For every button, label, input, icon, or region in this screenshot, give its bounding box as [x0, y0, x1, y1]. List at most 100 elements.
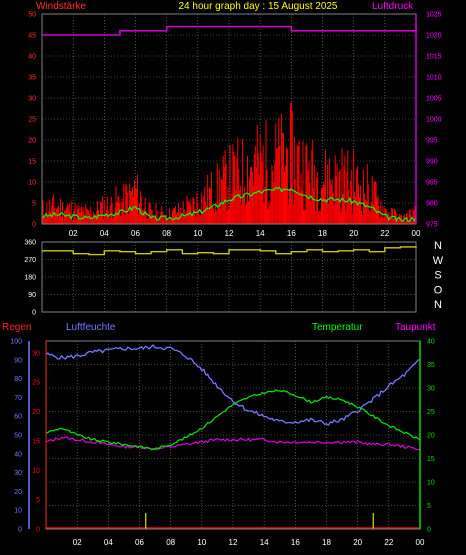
- humidity-tick-label: 50: [14, 433, 22, 440]
- x-tick-label: 06: [135, 538, 144, 547]
- x-tick-label: 12: [225, 229, 234, 238]
- rain-tick-label: 20: [32, 409, 40, 416]
- x-tick-label: 18: [322, 538, 331, 547]
- pressure-axis-title: Luftdruck: [372, 1, 414, 12]
- wind-tick-label: 5: [32, 201, 36, 208]
- rain-tick-label: 15: [32, 438, 40, 445]
- x-tick-label: 22: [380, 229, 389, 238]
- humidity-tick-label: 70: [14, 395, 22, 402]
- pressure-axis-ticks: 975 980 985 990 995 1000 1005 1010 1015 1020 1025: [426, 12, 442, 229]
- direction-tick-label: 90: [28, 292, 36, 299]
- humidity-axis-title: Luftfeuchte: [66, 322, 116, 333]
- pressure-tick-label: 1020: [426, 33, 442, 40]
- temperature-tick-label: 5: [427, 503, 431, 510]
- pressure-tick-label: 995: [426, 138, 438, 145]
- temperature-tick-label: 15: [427, 456, 435, 463]
- x-tick-label: 22: [384, 538, 393, 547]
- x-tick-label: 18: [318, 229, 327, 238]
- temperature-tick-label: 40: [427, 339, 435, 346]
- temperature-axis-title: Temperatur: [312, 322, 363, 333]
- direction-tick-label: 270: [24, 257, 36, 264]
- wind-axis-title: Windstärke: [36, 1, 86, 12]
- pressure-tick-label: 985: [426, 180, 438, 187]
- rain-tick-label: 0: [36, 527, 40, 534]
- wind-tick-label: 10: [28, 180, 36, 187]
- x-tick-label: 04: [100, 229, 109, 238]
- humidity-line: [45, 344, 421, 427]
- temperature-tick-label: 30: [427, 386, 435, 393]
- temperature-tick-label: 35: [427, 362, 435, 369]
- x-tick-label: 10: [197, 538, 206, 547]
- rain-tick-label: 25: [32, 380, 40, 387]
- climate-axis-ticks: 0 5 10 15 20 25 30 35 40 0 10 20 30 40 50 60 70 80 90 100 0 5…: [10, 339, 435, 534]
- climate-x-ticks: 02 04 06 08 10 12 14 16 18 20 22 00: [73, 538, 425, 547]
- direction-tick-label: 180: [24, 275, 36, 282]
- x-tick-label: 06: [131, 229, 140, 238]
- x-tick-label: 16: [287, 229, 296, 238]
- wind-tick-label: 35: [28, 75, 36, 82]
- humidity-tick-label: 0: [18, 527, 22, 534]
- wind-tick-label: 30: [28, 96, 36, 103]
- compass-label: N: [434, 299, 442, 311]
- humidity-tick-label: 30: [14, 470, 22, 477]
- compass-label: N: [434, 240, 442, 252]
- wind-tick-label: 20: [28, 138, 36, 145]
- climate-series: [45, 344, 421, 529]
- x-tick-label: 08: [162, 229, 171, 238]
- wind-tick-label: 0: [32, 222, 36, 229]
- direction-tick-label: 0: [32, 310, 36, 317]
- rain-axis-title: Regen: [2, 322, 31, 333]
- humidity-tick-label: 90: [14, 357, 22, 364]
- pressure-tick-label: 1015: [426, 54, 442, 61]
- compass-label: W: [433, 255, 444, 267]
- wind-axis-ticks: 0 5 10 15 20 25 30 35 40 45 50: [28, 12, 36, 229]
- x-tick-label: 02: [73, 538, 82, 547]
- pressure-tick-label: 990: [426, 159, 438, 166]
- direction-axis-ticks: 0 90 180 270 360: [24, 240, 36, 317]
- x-tick-label: 04: [104, 538, 113, 547]
- rain-tick-label: 30: [32, 350, 40, 357]
- temperature-tick-label: 10: [427, 480, 435, 487]
- rain-tick-label: 10: [32, 468, 40, 475]
- temperature-line: [45, 389, 421, 451]
- x-tick-label: 14: [260, 538, 269, 547]
- humidity-tick-label: 20: [14, 489, 22, 496]
- dewpoint-line: [45, 436, 421, 451]
- direction-series: [42, 246, 417, 256]
- graph-title: 24 hour graph day : 15 August 2025: [178, 1, 337, 12]
- compass-label: S: [434, 270, 441, 282]
- temperature-tick-label: 0: [427, 527, 431, 534]
- wind-tick-label: 25: [28, 117, 36, 124]
- humidity-tick-label: 40: [14, 451, 22, 458]
- humidity-tick-label: 100: [10, 339, 22, 346]
- wind-series: [41, 102, 417, 224]
- wind-average-line: [41, 186, 417, 223]
- temperature-tick-label: 20: [427, 433, 435, 440]
- wind-tick-label: 15: [28, 159, 36, 166]
- pressure-series: [42, 25, 417, 36]
- x-tick-label: 08: [166, 538, 175, 547]
- direction-grid: [42, 241, 417, 313]
- x-tick-label: 20: [353, 538, 362, 547]
- x-tick-label: 16: [291, 538, 300, 547]
- humidity-tick-label: 60: [14, 414, 22, 421]
- x-tick-label: 20: [349, 229, 358, 238]
- x-tick-label: 10: [193, 229, 202, 238]
- humidity-tick-label: 80: [14, 376, 22, 383]
- pressure-line: [42, 25, 417, 36]
- wind-x-ticks: 02 04 06 08 10 12 14 16 18 20 22 00: [69, 229, 421, 238]
- dewpoint-axis-title: Taupunkt: [395, 322, 436, 333]
- wind-average-series: [41, 186, 417, 223]
- temperature-humidity-panel: 0510152025303540010203040506070809010005…: [10, 339, 435, 548]
- x-tick-label: 02: [69, 229, 78, 238]
- pressure-tick-label: 975: [426, 222, 438, 229]
- temperature-tick-label: 25: [427, 409, 435, 416]
- x-tick-label: 00: [416, 538, 425, 547]
- wind-direction-line: [42, 246, 417, 256]
- pressure-tick-label: 1005: [426, 96, 442, 103]
- x-tick-label: 14: [256, 229, 265, 238]
